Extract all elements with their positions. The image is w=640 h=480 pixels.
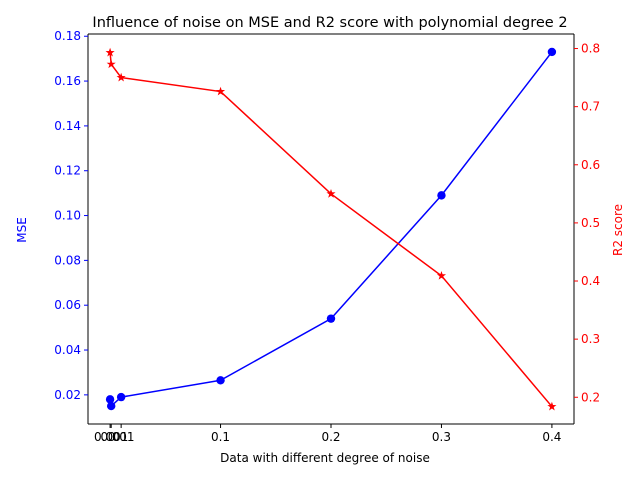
x-tick-label: 0.0 <box>101 430 120 444</box>
y-axis-left-label: MSE <box>15 217 29 243</box>
series-line-right <box>109 52 553 408</box>
y-right-tick-label: 0.8 <box>581 42 600 56</box>
series-line-left <box>109 51 553 408</box>
y-left-tick-label: 0.08 <box>54 253 81 267</box>
x-tick-label: 0.1 <box>211 430 230 444</box>
y-left-tick-label: 0.16 <box>54 74 81 88</box>
x-tick-label: 0.01 <box>108 430 135 444</box>
data-point-right <box>326 189 336 198</box>
x-tick-label: 0.2 <box>321 430 340 444</box>
y-left-tick-label: 0.12 <box>54 164 81 178</box>
x-axis-label: Data with different degree of noise <box>220 451 430 465</box>
data-point-left <box>216 376 225 385</box>
x-tick-label: 0.3 <box>432 430 451 444</box>
data-point-left <box>326 314 336 323</box>
y-right-tick-label: 0.6 <box>581 158 600 172</box>
data-point-left <box>116 392 126 402</box>
x-tick-label: 0.4 <box>542 430 561 444</box>
y-left-tick-label: 0.02 <box>54 388 81 402</box>
y-right-tick-label: 0.2 <box>581 390 600 404</box>
y-right-tick-label: 0.5 <box>581 216 600 230</box>
data-point-left <box>106 401 116 411</box>
data-point-right <box>106 59 116 69</box>
data-point-right <box>116 72 126 82</box>
data-point-right <box>215 86 226 96</box>
chart-title: Influence of noise on MSE and R2 score w… <box>92 15 567 31</box>
data-point-left <box>437 191 446 200</box>
y-right-tick-label: 0.3 <box>581 332 600 346</box>
y-left-tick-label: 0.14 <box>54 119 81 133</box>
y-left-tick-label: 0.06 <box>54 298 81 312</box>
y-left-tick-label: 0.04 <box>54 343 81 357</box>
y-axis-right-label: R2 score <box>611 204 625 256</box>
y-left-tick-label: 0.10 <box>54 209 81 223</box>
y-right-tick-label: 0.7 <box>581 100 600 114</box>
data-point-left <box>105 395 115 404</box>
data-point-right <box>547 401 557 411</box>
y-right-tick-label: 0.4 <box>581 274 600 288</box>
y-left-tick-label: 0.18 <box>54 29 81 43</box>
data-point-right <box>436 270 447 280</box>
data-point-left <box>547 47 557 57</box>
x-tick-label: 0.001 <box>94 430 128 444</box>
data-point-right <box>105 47 115 57</box>
